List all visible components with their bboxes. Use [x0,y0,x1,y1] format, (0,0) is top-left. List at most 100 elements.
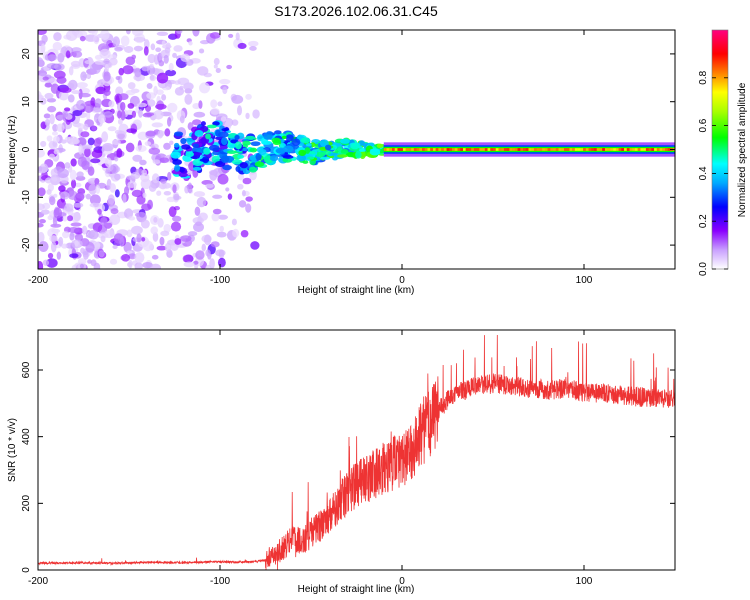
noise-blob [240,229,249,238]
band-blob [249,147,258,153]
noise-blob [156,190,162,196]
line-core [563,148,567,151]
noise-blob [104,229,115,239]
noise-blob [184,94,193,105]
colorbar-gradient [712,30,728,269]
band-blob [191,152,203,156]
noise-blob [107,194,115,205]
noise-blob [134,262,143,269]
noise-blob [67,94,75,103]
noise-blob [77,123,85,130]
noise-blob [52,123,58,132]
noise-blob [53,32,62,42]
line-core [583,148,587,151]
noise-blob [123,186,130,196]
noise-blob [47,252,54,259]
noise-blob [38,57,44,67]
noise-blob [245,93,252,100]
noise-blob [149,63,154,69]
line-core [397,148,401,151]
noise-blob [144,112,155,117]
band-blob [367,142,375,147]
noise-blob [56,76,67,84]
noise-blob [88,184,97,195]
line-core [389,148,393,151]
noise-blob [40,43,46,53]
noise-blob [161,94,167,101]
noise-blob [211,212,220,222]
noise-blob [150,263,162,269]
noise-blob [183,261,195,268]
noise-blob [91,125,97,131]
line-core [662,148,666,151]
line-core [394,148,398,151]
noise-blob [87,137,95,146]
snr-series-line [38,335,675,570]
noise-blob [235,32,240,41]
line-core [632,148,636,151]
noise-blob [109,183,116,193]
noise-blob [85,242,95,253]
noise-blob [39,218,46,224]
noise-blob [95,184,101,194]
noise-blob [79,35,86,42]
line-core [651,148,655,151]
noise-blob [172,52,177,59]
noise-blob [70,179,77,189]
band-blob [220,155,230,163]
noise-blob [67,190,78,200]
line-core [542,148,546,151]
line-core [664,148,668,151]
noise-blob [92,222,103,233]
line-core [449,148,453,151]
noise-blob [135,145,147,152]
noise-blob [103,111,113,118]
noise-blob [67,227,80,233]
noise-blob [198,212,208,221]
noise-blob [62,231,70,239]
band-blob [282,155,294,159]
noise-blob [85,193,91,200]
noise-blob [144,141,152,147]
noise-blob [173,193,180,201]
noise-blob [142,240,154,252]
noise-blob [192,119,202,126]
band-blob [192,143,200,148]
noise-blob [65,50,71,59]
line-core [547,148,551,151]
noise-blob [83,123,89,131]
snr-x-axis-label: Height of straight line (km) [298,584,415,595]
figure-title: S173.2026.102.06.31.C45 [274,3,438,19]
noise-blob [47,54,58,61]
line-core [528,148,532,151]
noise-blob [128,216,136,221]
noise-blob [145,130,156,137]
noise-blob [179,85,184,91]
noise-blob [245,196,253,202]
colorbar-tick-label: 0.4 [698,166,709,180]
noise-blob [98,114,106,124]
noise-blob [75,192,85,202]
band-blob [205,133,212,140]
noise-blob [192,30,200,37]
y-tick-label: 20 [21,48,32,60]
x-tick-label: -100 [210,275,230,286]
band-blob [272,139,282,146]
noise-blob [187,231,198,237]
noise-blob [84,147,91,158]
noise-blob [228,33,234,38]
noise-blob [249,46,257,51]
spectrogram-x-ticks: -200 -100 0 100 [28,30,593,286]
noise-blob [38,90,42,102]
band-blob [296,154,307,162]
noise-blob [213,57,220,66]
line-core [430,148,434,151]
line-core [594,148,597,151]
line-core [561,148,565,151]
band-blob [359,148,365,152]
noise-blob [148,184,157,192]
band-blob [194,130,204,137]
noise-blob [227,193,233,200]
colorbar-label: Normalized spectral amplitude [737,82,748,217]
band-blob [376,143,384,149]
